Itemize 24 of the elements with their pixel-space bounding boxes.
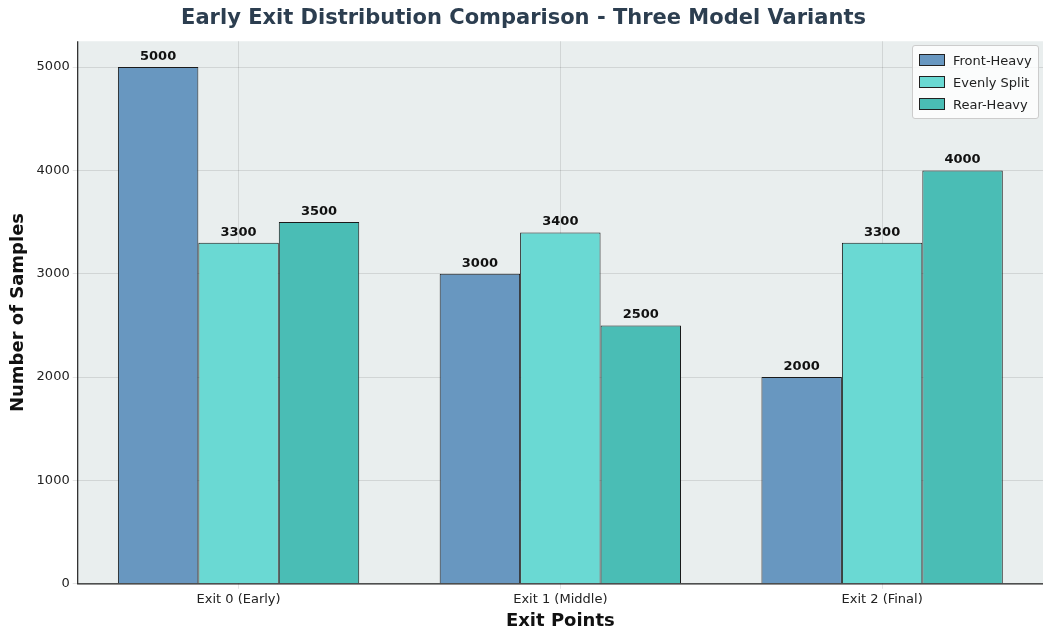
y-tick-label: 3000: [36, 265, 70, 281]
x-tick-label: Exit 1 (Middle): [513, 590, 608, 606]
y-tick-label: 2000: [36, 368, 70, 384]
chart-title: Early Exit Distribution Comparison - Three Model Variants: [181, 5, 866, 30]
y-tick-label: 0: [61, 575, 70, 591]
x-axis-title: Exit Points: [505, 608, 615, 630]
x-tick-label: Exit 2 (Final): [841, 590, 923, 606]
y-tick-label: 1000: [36, 471, 70, 487]
y-tick-label: 4000: [36, 161, 70, 177]
x-tick-label: Exit 0 (Early): [196, 590, 281, 606]
data-label: 4000: [944, 151, 981, 167]
legend-label: Evenly Split: [953, 74, 1030, 90]
data-label: 2500: [622, 306, 659, 322]
data-label: 3400: [542, 213, 579, 229]
data-label: 5000: [140, 47, 177, 63]
data-label: 3300: [220, 223, 257, 239]
y-axis-title: Number of Samples: [6, 212, 28, 413]
data-label: 3300: [864, 223, 901, 239]
data-label: 3500: [300, 202, 338, 218]
y-tick-label: 5000: [36, 58, 70, 74]
legend-label: Rear-Heavy: [953, 96, 1028, 112]
data-label: 3000: [461, 254, 498, 270]
data-label: 2000: [783, 357, 820, 373]
legend-label: Front-Heavy: [953, 52, 1032, 68]
